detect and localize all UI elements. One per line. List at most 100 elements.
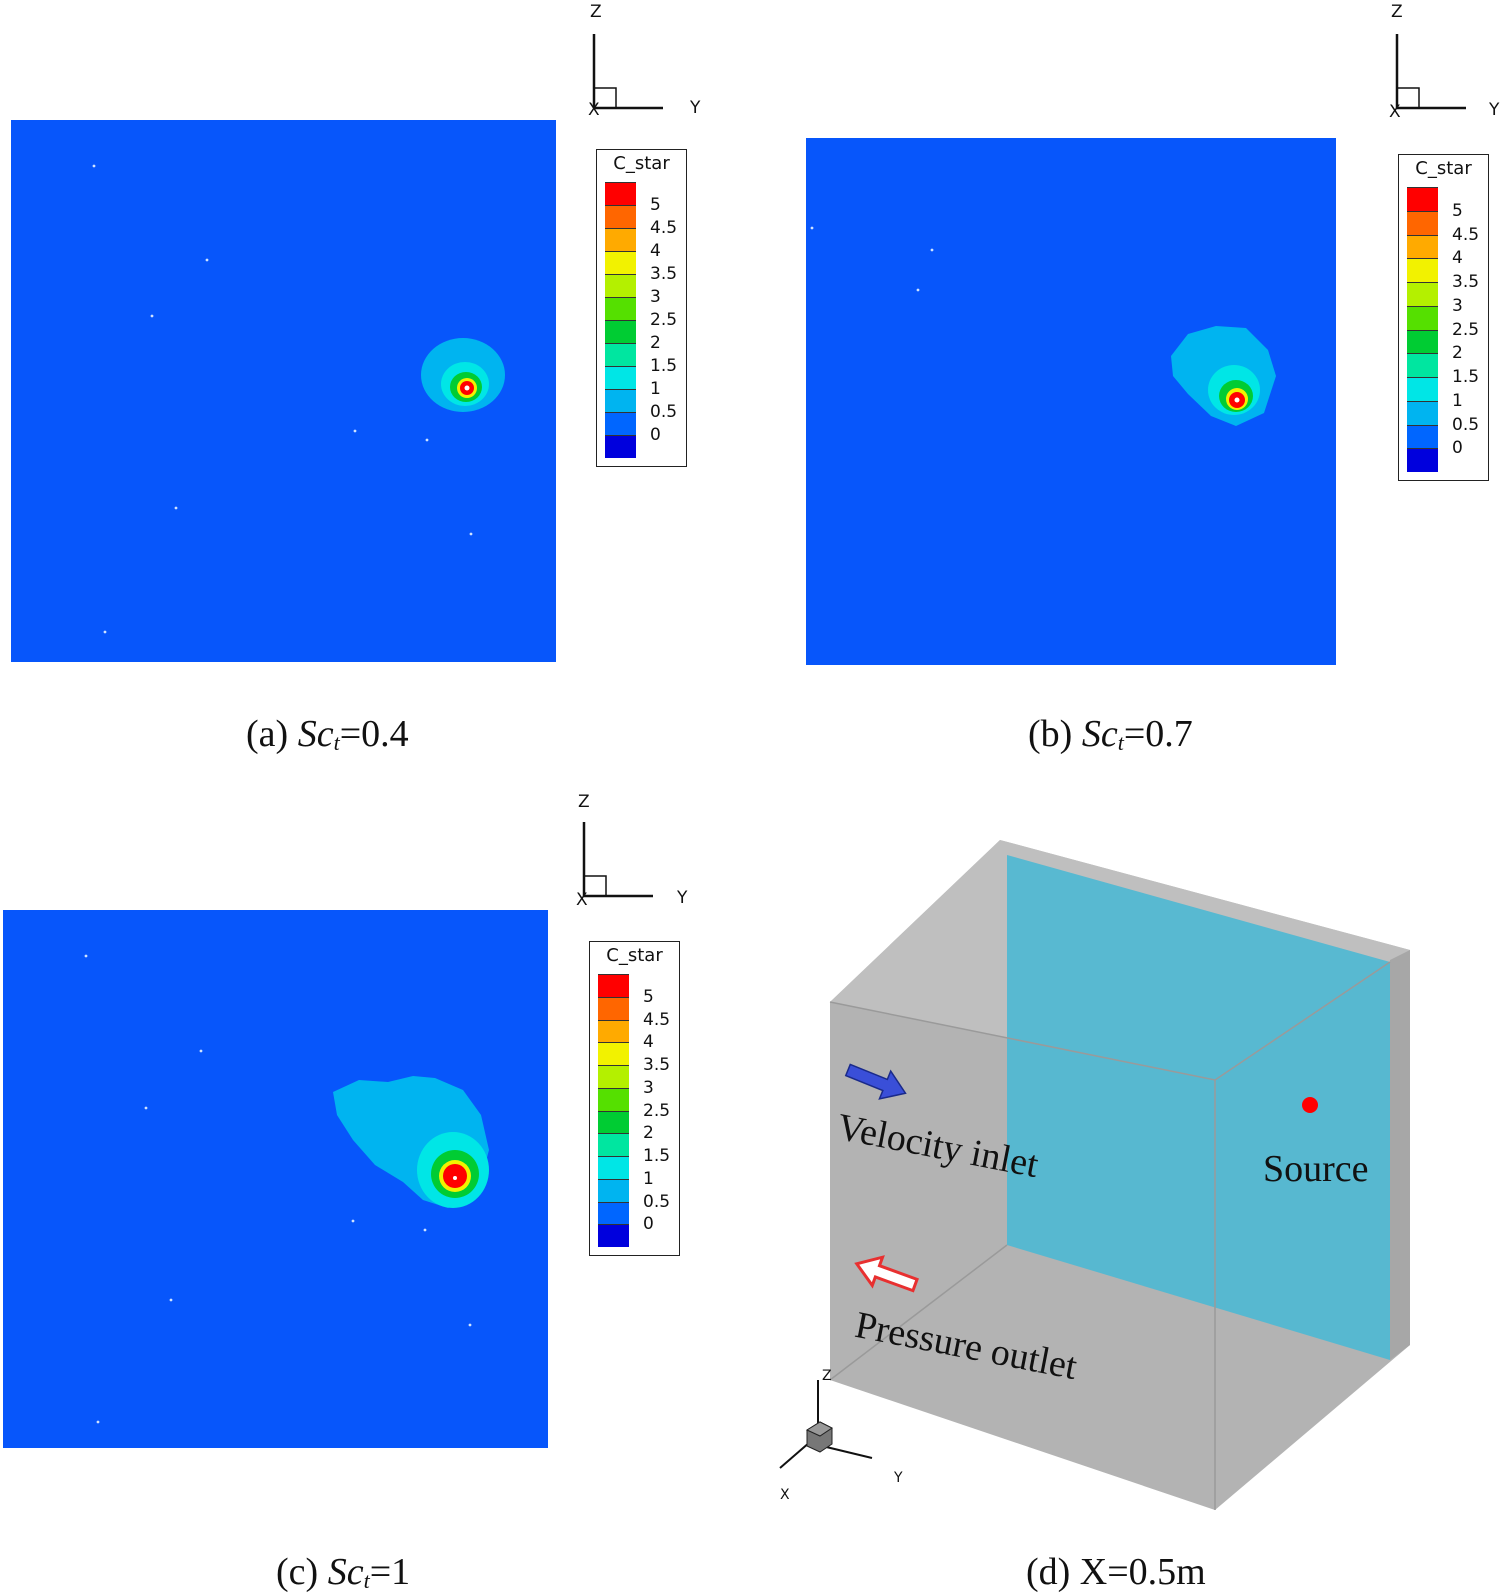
caption-prefix: (a) [246,713,298,755]
legend-tick-label: 1 [643,1168,654,1189]
axis-label-y: Y [677,888,688,908]
legend-tick-label: 2 [643,1123,654,1144]
legend-tick-label: 1.5 [650,356,678,376]
legend-swatch [1407,305,1438,330]
outlet-arrow [854,1255,919,1293]
legend-tick-label: 5 [650,195,661,215]
legend-swatch [605,343,636,366]
legend-tick-label: 0 [650,425,661,445]
legend-tick-label: 1.5 [1452,367,1480,387]
legend-swatch [1407,210,1438,235]
contour-svg-b [810,226,1276,426]
legend-swatch [1407,187,1438,211]
inlet-arrow [844,1063,907,1100]
legend-title: C_star [606,945,663,966]
legend-tick-label: 1.5 [643,1146,671,1166]
axis-label-z: Z [1391,2,1403,22]
axes-triad-c [582,822,653,898]
source-point-b [1234,397,1240,403]
legend-swatch [1407,353,1438,377]
caption-value: =1 [369,1551,411,1593]
legend-swatch [598,1065,629,1088]
source-label: Source [1263,1148,1369,1190]
contour-svg-a [92,164,505,634]
axes-triad-a [592,34,663,110]
legend-tick-label: 4.5 [650,218,678,238]
caption-value: =0.4 [339,713,409,755]
legend-swatch [598,1133,629,1156]
legend-tick-label: 4 [1452,248,1463,269]
legend-tick-label: 4 [650,241,661,261]
legend-tick-label: 2.5 [643,1100,671,1121]
legend-tick-label: 5 [643,986,654,1007]
section-plane [1007,855,1390,1360]
legend-tick-label: 2.5 [1452,319,1480,340]
legend-swatch [605,251,636,274]
legend-tick-label: 3 [650,287,661,307]
legend-swatch [598,1042,629,1065]
caption-prefix: (b) [1028,713,1082,755]
legend-swatch [605,435,636,458]
axis-label-y: Y [894,1470,903,1486]
axis-label-x: X [780,1487,790,1503]
legend-swatch [605,366,636,389]
legend-swatch [605,205,636,228]
axes-triad-b [1395,34,1466,110]
legend-title: C_star [613,153,670,174]
legend-tick-label: 3.5 [643,1055,671,1075]
legend-swatch [605,412,636,435]
legend-title: C_star [1415,158,1472,179]
legend-tick-label: 3.5 [650,264,678,284]
legend-c: C_star 5 4.5 4 3.5 3 2.5 2 1.5 1 0.5 0 [589,941,680,1256]
legend-swatch [605,297,636,320]
legend-swatch [598,1087,629,1111]
axis-label-z: Z [590,2,602,22]
caption-var: Sc [1081,713,1118,755]
legend-swatch [598,1178,629,1202]
legend-swatch [1407,258,1438,282]
legend-tick-label: 4 [643,1032,654,1053]
legend-swatch [598,1110,629,1134]
legend-tick-label: 3.5 [1452,272,1480,292]
legend-swatch [605,320,636,343]
caption-d: (d) X=0.5m [1026,1551,1206,1593]
domain-diagram [779,840,1410,1510]
legend-swatch [598,1224,629,1247]
legend-tick-label: 0.5 [650,402,678,422]
legend-swatch [1407,377,1438,401]
source-point-c [453,1176,457,1180]
contour-plot-b [806,138,1336,665]
caption-sub: t [1117,730,1124,755]
legend-tick-label: 3 [1452,295,1463,316]
caption-b: (b) Sct=0.7 [1028,712,1193,756]
legend-swatch [1407,329,1438,354]
legend-tick-label: 0.5 [1452,414,1480,435]
axis-label-x: X [576,890,588,910]
legend-tick-label: 2 [650,333,661,353]
axis-label-x: X [588,100,600,120]
legend-tick-label: 5 [1452,200,1463,221]
caption-value: =0.7 [1123,713,1193,755]
caption-var: Sc [297,713,334,755]
legend-swatch [598,974,629,997]
legend-swatch [1407,424,1438,449]
legend-swatch [1407,448,1438,472]
caption-prefix: (c) [276,1551,328,1593]
legend-swatch [1407,400,1438,425]
axis-label-y: Y [1489,100,1500,120]
legend-swatch [598,996,629,1020]
legend-tick-label: 0.5 [643,1191,671,1212]
box-side-edge [1390,950,1410,1360]
legend-swatch [605,182,636,205]
legend-tick-label: 4.5 [1452,224,1480,245]
caption-sub: t [333,730,340,755]
source-dot [1302,1097,1318,1113]
legend-swatch [1407,282,1438,306]
legend-tick-label: 4.5 [643,1009,671,1030]
legend-tick-label: 0 [1452,438,1463,459]
legend-swatch [1407,234,1438,259]
axis-label-x: X [1389,102,1401,122]
legend-a: C_star 5 4.5 4 3.5 3 2.5 2 1.5 1 0.5 0 [596,149,687,467]
legend-swatch [605,228,636,251]
legend-tick-label: 0 [643,1214,654,1235]
